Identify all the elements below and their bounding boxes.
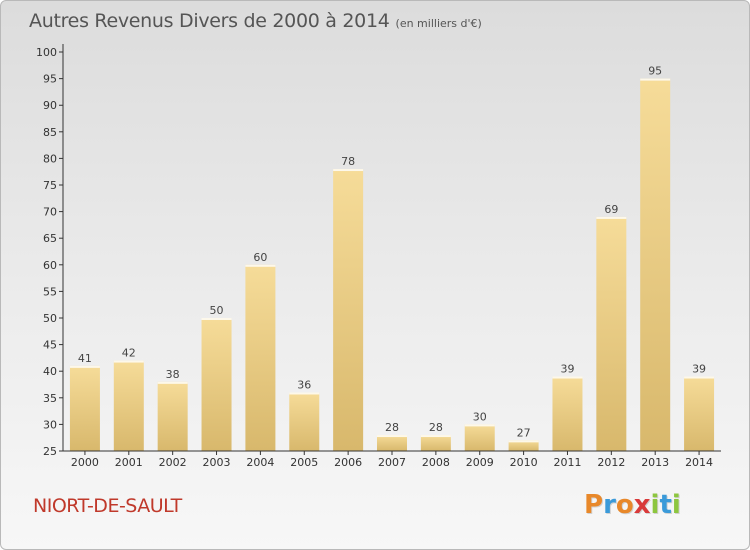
data-label-2005: 36 (297, 378, 311, 391)
data-label-2008: 28 (429, 421, 443, 434)
data-label-2003: 50 (210, 304, 224, 317)
bar-2009 (464, 424, 495, 451)
bar-2014 (684, 376, 715, 451)
bar-2013 (640, 78, 671, 451)
bar-highlight-2014 (684, 376, 715, 379)
commune-name: NIORT-DE-SAULT (33, 495, 182, 517)
y-tick-label-95: 95 (43, 73, 57, 86)
x-tick-label-2013: 2013 (641, 456, 669, 469)
logo-letter: r (603, 490, 616, 520)
y-tick-label-90: 90 (43, 99, 57, 112)
data-label-2013: 95 (648, 65, 662, 78)
data-label-2007: 28 (385, 421, 399, 434)
y-tick-label-65: 65 (43, 232, 57, 245)
bar-2001 (113, 360, 144, 451)
bar-2004 (245, 264, 276, 451)
logo-letter: i (671, 490, 681, 520)
chart-subtitle: (en milliers d'€) (395, 17, 482, 30)
data-label-2010: 27 (517, 426, 531, 439)
bar-highlight-2001 (113, 360, 144, 363)
bar-highlight-2009 (464, 424, 495, 427)
bar-highlight-2012 (596, 216, 627, 219)
proxiti-logo: Proxiti (584, 490, 681, 520)
y-tick-label-25: 25 (43, 445, 57, 458)
bar-2006 (333, 169, 364, 452)
bar-highlight-2010 (508, 440, 539, 443)
y-tick-label-40: 40 (43, 365, 57, 378)
bar-2007 (377, 435, 407, 451)
bar-highlight-2003 (201, 318, 232, 320)
bar-highlight-2000 (69, 365, 100, 368)
data-label-2002: 38 (166, 368, 180, 381)
bar-2010 (508, 440, 539, 451)
y-tick-label-80: 80 (43, 152, 57, 165)
x-tick-label-2007: 2007 (378, 456, 406, 469)
x-tick-label-2012: 2012 (597, 456, 625, 469)
x-tick-label-2001: 2001 (115, 456, 143, 469)
x-tick-label-2008: 2008 (422, 456, 450, 469)
x-tick-label-2000: 2000 (71, 456, 99, 469)
y-tick-label-75: 75 (43, 179, 57, 192)
x-tick-label-2010: 2010 (510, 456, 538, 469)
x-tick-label-2004: 2004 (246, 456, 274, 469)
logo-letter: P (584, 490, 604, 520)
data-label-2011: 39 (560, 363, 574, 376)
data-label-2004: 60 (253, 251, 267, 264)
bar-2008 (420, 435, 451, 451)
logo-letter: o (615, 490, 634, 520)
x-tick-label-2003: 2003 (203, 456, 231, 469)
bar-2012 (596, 216, 627, 451)
bar-highlight-2005 (289, 392, 320, 395)
bar-2011 (552, 376, 583, 451)
bar-highlight-2013 (640, 78, 671, 81)
data-label-2012: 69 (604, 203, 618, 216)
bar-2002 (157, 381, 188, 451)
data-label-2006: 78 (341, 155, 355, 168)
data-label-2009: 30 (473, 410, 487, 423)
chart-title: Autres Revenus Divers de 2000 à 2014 (en … (29, 10, 482, 32)
bar-highlight-2008 (420, 435, 451, 438)
data-label-2014: 39 (692, 363, 706, 376)
x-tick-label-2011: 2011 (553, 456, 581, 469)
logo-letter: x (633, 490, 651, 520)
data-label-2000: 41 (78, 352, 92, 365)
chart-title-text: Autres Revenus Divers de 2000 à 2014 (29, 10, 390, 32)
bar-2000 (69, 365, 100, 451)
bar-highlight-2006 (333, 169, 364, 172)
y-tick-label-85: 85 (43, 126, 57, 139)
y-tick-label-70: 70 (43, 206, 57, 219)
y-tick-label-55: 55 (43, 285, 57, 298)
y-tick-label-45: 45 (43, 339, 57, 352)
data-label-2001: 42 (122, 347, 136, 360)
y-tick-label-30: 30 (43, 418, 57, 431)
y-tick-label-35: 35 (43, 392, 57, 405)
bar-highlight-2011 (552, 376, 583, 379)
logo-letter: t (659, 490, 672, 520)
bar-highlight-2002 (157, 381, 188, 384)
bar-2005 (289, 392, 320, 451)
y-tick-label-60: 60 (43, 259, 57, 272)
x-tick-label-2014: 2014 (685, 456, 713, 469)
bar-highlight-2007 (377, 435, 407, 438)
bar-2003 (201, 318, 232, 451)
x-tick-label-2006: 2006 (334, 456, 362, 469)
x-tick-label-2002: 2002 (159, 456, 187, 469)
x-tick-label-2009: 2009 (466, 456, 494, 469)
bar-highlight-2004 (245, 264, 276, 267)
y-tick-label-100: 100 (36, 46, 57, 59)
x-tick-label-2005: 2005 (290, 456, 318, 469)
logo-letter: i (650, 490, 660, 520)
y-tick-label-50: 50 (43, 312, 57, 325)
